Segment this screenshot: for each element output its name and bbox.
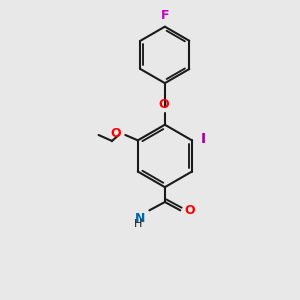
Text: O: O <box>184 204 195 217</box>
Text: H: H <box>134 219 142 229</box>
Text: I: I <box>201 132 206 146</box>
Text: O: O <box>159 98 169 111</box>
Text: O: O <box>111 127 122 140</box>
Text: N: N <box>135 212 145 225</box>
Text: F: F <box>161 9 170 22</box>
